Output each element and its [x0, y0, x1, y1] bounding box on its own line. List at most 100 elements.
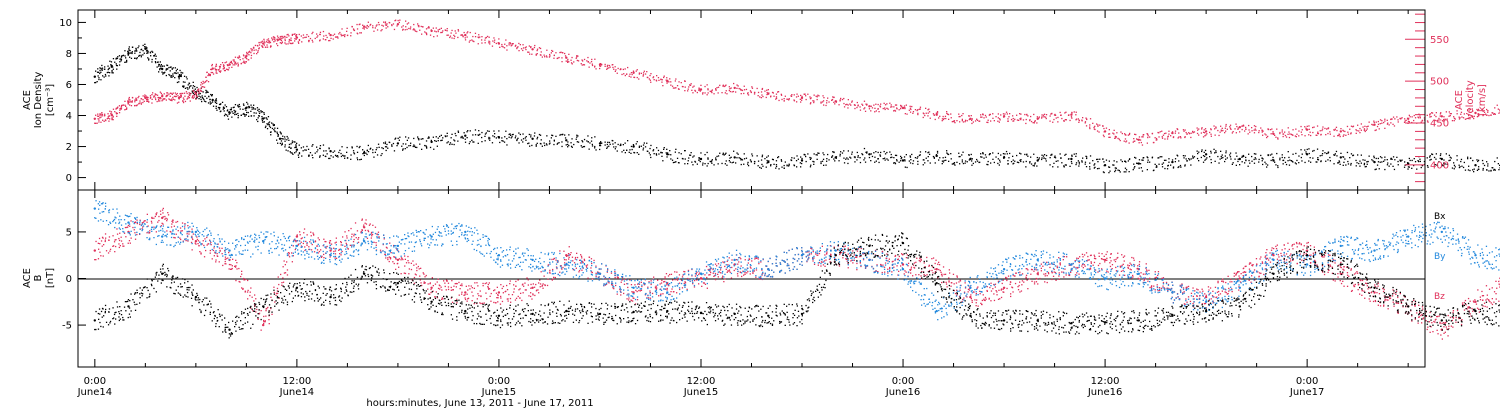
velocity-sample: [501, 43, 503, 46]
velocity-sample: [404, 29, 406, 31]
density-sample: [817, 152, 819, 154]
density-point: [969, 157, 972, 161]
density-sample: [1279, 157, 1281, 159]
density-sample: [747, 161, 749, 164]
velocity-sample: [428, 27, 430, 29]
density-sample: [145, 50, 148, 52]
velocity-sample: [119, 108, 121, 110]
velocity-sample: [392, 23, 395, 25]
density-sample: [1119, 171, 1121, 173]
velocity-sample: [1102, 125, 1104, 127]
velocity-sample: [167, 94, 169, 96]
velocity-sample: [1114, 137, 1117, 139]
velocity-sample: [863, 100, 866, 102]
density-sample: [127, 50, 129, 52]
density-sample: [1136, 162, 1138, 164]
density-sample: [421, 148, 423, 150]
density-sample: [1248, 153, 1250, 155]
velocity-sample: [1071, 111, 1073, 114]
density-point: [211, 98, 214, 102]
density-sample: [941, 160, 944, 162]
velocity-sample: [895, 104, 898, 106]
density-sample: [1339, 163, 1341, 165]
velocity-sample: [106, 118, 108, 120]
bz-sample: [351, 233, 353, 235]
density-sample: [1355, 159, 1357, 162]
density-sample: [600, 141, 602, 143]
velocity-sample: [583, 58, 586, 61]
bz-sample: [224, 256, 227, 258]
bz-sample: [292, 255, 294, 257]
velocity-sample: [698, 89, 700, 91]
density-sample: [847, 158, 849, 160]
velocity-sample: [409, 28, 412, 30]
velocity-sample: [284, 42, 286, 44]
velocity-sample: [174, 92, 176, 94]
velocity-sample: [954, 122, 956, 124]
velocity-sample: [502, 46, 504, 48]
density-sample: [927, 160, 929, 162]
density-sample: [325, 150, 327, 152]
velocity-sample: [698, 88, 700, 90]
velocity-sample: [1463, 113, 1465, 115]
density-sample: [778, 168, 780, 170]
velocity-point: [834, 100, 837, 103]
velocity-sample: [273, 41, 275, 43]
density-point: [565, 139, 568, 142]
density-sample: [226, 110, 228, 112]
density-sample: [866, 152, 868, 154]
velocity-sample: [1304, 126, 1306, 128]
velocity-sample: [540, 54, 542, 56]
density-sample: [576, 141, 578, 143]
density-sample: [749, 159, 752, 161]
density-sample: [971, 158, 973, 160]
density-sample: [340, 155, 343, 158]
velocity-sample: [145, 99, 148, 101]
density-sample: [707, 162, 709, 165]
density-sample: [780, 159, 782, 161]
velocity-sample: [919, 108, 921, 110]
density-sample: [293, 141, 295, 143]
density-sample: [381, 147, 383, 149]
density-sample: [1162, 162, 1165, 164]
density-sample: [624, 142, 626, 144]
density-sample: [1373, 157, 1375, 159]
velocity-sample: [998, 121, 1000, 123]
density-sample: [1092, 160, 1094, 162]
density-sample: [1221, 157, 1223, 159]
bz-sample: [277, 276, 279, 278]
bz-sample: [217, 243, 219, 245]
velocity-sample: [1020, 113, 1022, 115]
density-sample: [638, 146, 640, 148]
bz-sample: [167, 212, 169, 214]
density-sample: [627, 140, 629, 142]
velocity-sample: [182, 97, 185, 99]
velocity-sample: [215, 72, 217, 74]
density-sample: [768, 160, 770, 162]
bz-sample: [242, 288, 244, 290]
density-sample: [971, 160, 973, 162]
density-sample: [363, 154, 365, 157]
velocity-sample: [1344, 130, 1346, 133]
bz-sample: [346, 237, 348, 239]
velocity-sample: [131, 96, 134, 99]
velocity-sample: [238, 55, 240, 57]
velocity-sample: [1261, 131, 1263, 133]
velocity-sample: [737, 85, 739, 87]
density-sample: [198, 98, 200, 100]
velocity-sample: [1053, 118, 1055, 121]
velocity-sample: [1172, 136, 1175, 138]
velocity-sample: [224, 62, 226, 64]
velocity-sample: [980, 114, 982, 116]
density-sample: [174, 72, 177, 74]
velocity-sample: [847, 104, 849, 106]
density-sample: [522, 138, 525, 140]
density-sample: [928, 153, 931, 155]
density-sample: [1375, 168, 1377, 170]
velocity-sample: [222, 65, 225, 68]
velocity-sample: [245, 56, 247, 59]
velocity-sample: [184, 95, 186, 97]
velocity-sample: [237, 64, 239, 66]
velocity-sample: [226, 64, 228, 66]
density-sample: [291, 152, 293, 154]
